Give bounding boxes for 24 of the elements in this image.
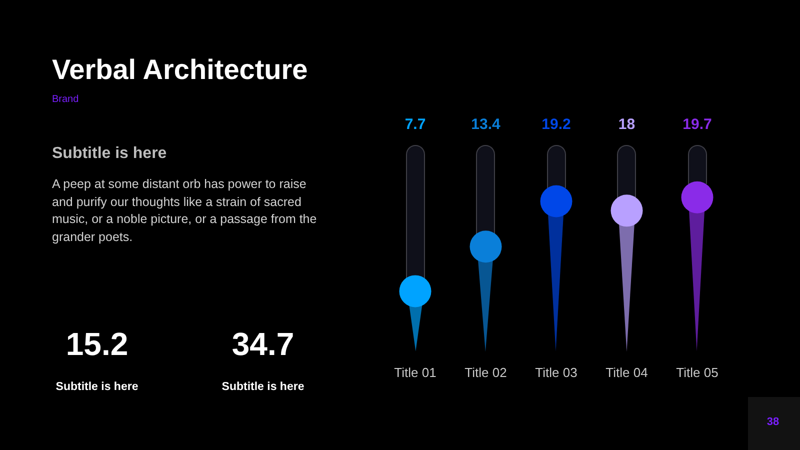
x-tick-label: Title 05: [676, 364, 718, 380]
text: 34.7: [232, 326, 294, 363]
text: Subtitle is here: [222, 381, 304, 394]
point: [681, 181, 714, 214]
point: [610, 194, 643, 227]
x-tick-label: Title 03: [535, 364, 578, 380]
text: Subtitle is here: [56, 381, 138, 394]
data-label: 19.7: [682, 116, 712, 134]
data-label: 7.7: [404, 116, 426, 134]
x-tick-label: Title 01: [394, 364, 436, 380]
text: A peep at some distant orb has power to raise and purify our thoughts like a strain of sacred music, or a noble picture, or a passage from the grander poets.: [52, 176, 318, 246]
text: Verbal Architecture: [52, 54, 308, 86]
data-label: 13.4: [471, 116, 501, 134]
point: [540, 185, 572, 218]
point: [399, 275, 432, 308]
text: 38: [766, 416, 780, 429]
text: Subtitle is here: [52, 145, 167, 164]
text: 15.2: [66, 326, 128, 363]
x-tick-label: Title 04: [606, 364, 648, 380]
x-tick-label: Title 02: [464, 364, 507, 380]
text: Brand: [52, 94, 79, 106]
point: [470, 230, 502, 263]
data-label: 19.2: [542, 116, 571, 134]
data-label: 18: [618, 116, 636, 134]
